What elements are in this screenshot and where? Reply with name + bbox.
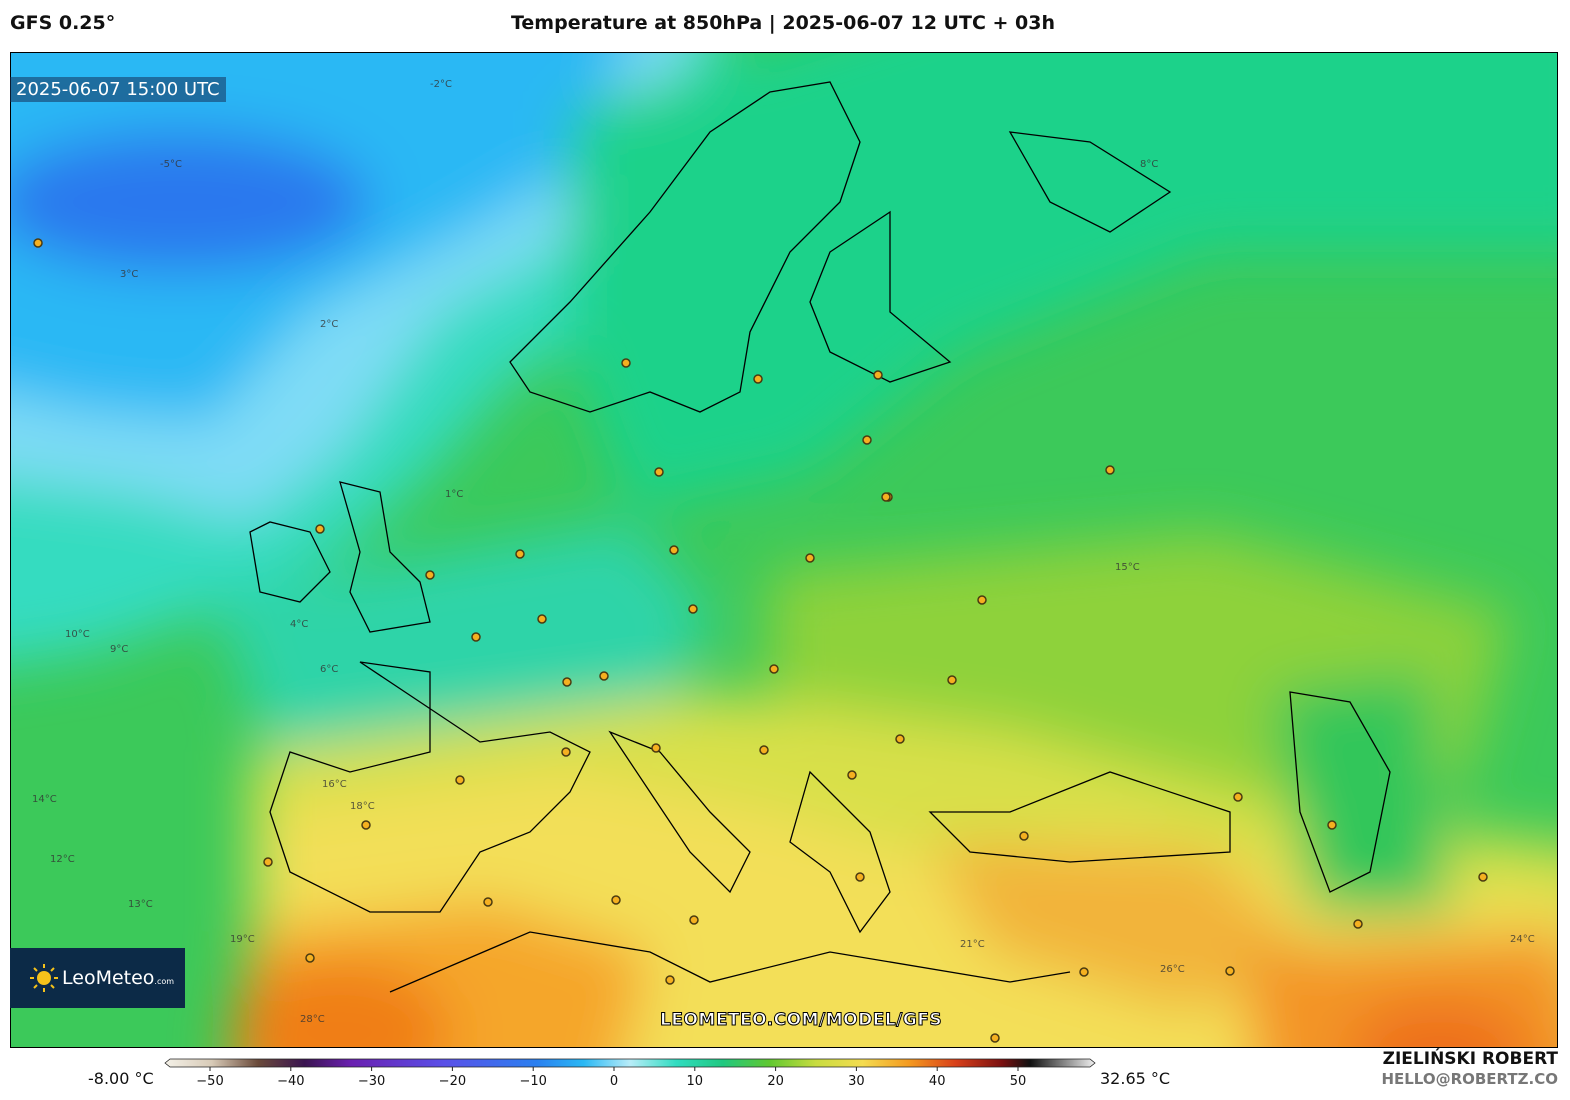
colorbar-tick-label: 30 — [848, 1074, 865, 1089]
contour-label: 16°C — [322, 779, 347, 790]
colorbar-max: 32.65 °C — [1100, 1069, 1171, 1088]
contour-label: 10°C — [65, 629, 90, 640]
map-title: Temperature at 850hPa | 2025-06-07 12 UT… — [510, 12, 1056, 34]
contour-label: 15°C — [1115, 562, 1140, 573]
contour-label: 14°C — [32, 794, 57, 805]
timestamp: 2025-06-07 15:00 UTC — [10, 77, 226, 102]
colorbar-scale — [164, 1058, 1096, 1068]
colorbar-tick-label: −40 — [277, 1074, 304, 1089]
contour-label: 13°C — [128, 899, 153, 910]
contour-label: 19°C — [230, 934, 255, 945]
temperature-map: 2°C -5°C 3°C -2°C 1°C 4°C 6°C 9°C 10°C 1… — [10, 52, 1558, 1048]
colorbar-tick-label: 20 — [767, 1074, 784, 1089]
colorbar: −50 −40 −30 −20 −10 0 10 20 30 40 50 — [164, 1058, 1096, 1089]
contour-label: 3°C — [120, 269, 138, 280]
colorbar-tick-label: −50 — [196, 1074, 223, 1089]
colorbar-tick-label: 10 — [687, 1074, 704, 1089]
colorbar-tick-label: 50 — [1010, 1074, 1027, 1089]
author: ZIELIŃSKI ROBERT — [1382, 1049, 1558, 1069]
colorbar-tick-label: 40 — [929, 1074, 946, 1089]
logo-icon — [30, 964, 58, 992]
logo: LeoMeteo .com — [10, 948, 185, 1008]
contour-label: 2°C — [320, 319, 338, 330]
contour-label: 18°C — [350, 801, 375, 812]
contour-label: 26°C — [1160, 964, 1185, 975]
contour-label: 6°C — [320, 664, 338, 675]
logo-name: LeoMeteo — [62, 967, 155, 989]
contour-label: 9°C — [110, 644, 128, 655]
colorbar-min: -8.00 °C — [88, 1069, 154, 1088]
contour-label: -5°C — [160, 159, 182, 170]
contour-label: 1°C — [445, 489, 463, 500]
contour-label: 21°C — [960, 939, 985, 950]
watermark: LEOMETEO.COM/MODEL/GFS — [659, 1010, 943, 1031]
contour-label: 8°C — [1140, 159, 1158, 170]
model-label: GFS 0.25° — [10, 12, 116, 34]
colorbar-tick-label: −10 — [519, 1074, 546, 1089]
contour-label: 28°C — [300, 1014, 325, 1025]
contour-label: 12°C — [50, 854, 75, 865]
email: HELLO@ROBERTZ.CO — [1381, 1070, 1558, 1088]
logo-domain: .com — [154, 976, 175, 986]
colorbar-tick-label: 0 — [610, 1074, 618, 1089]
contour-label: 24°C — [1510, 934, 1535, 945]
contour-label: 4°C — [290, 619, 308, 630]
contour-label: -2°C — [430, 79, 452, 90]
colorbar-tick-label: −20 — [439, 1074, 466, 1089]
colorbar-tick-label: −30 — [358, 1074, 385, 1089]
